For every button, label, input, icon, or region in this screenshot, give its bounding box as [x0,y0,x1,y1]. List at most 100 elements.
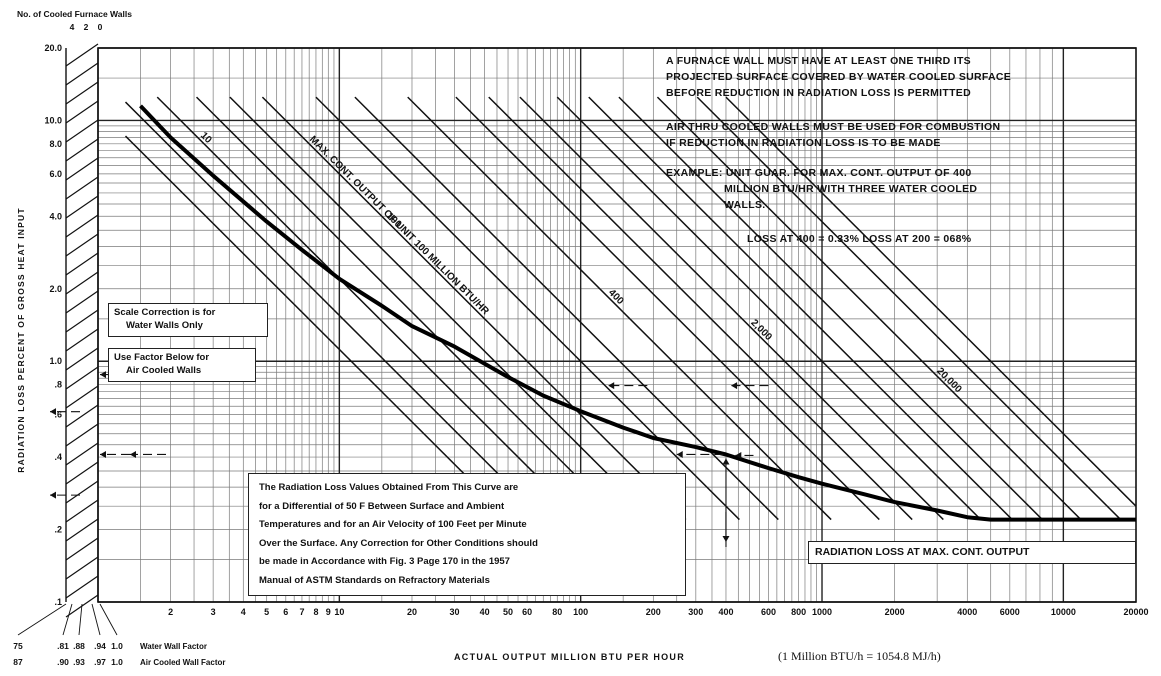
x-tick-label: 5 [264,607,269,617]
grid-major [97,47,1137,603]
use-factor-box: Use Factor Below for Air Cooled Walls [108,348,256,382]
y-tick-label: .1 [54,597,62,607]
y-tick-label: 6.0 [49,169,62,179]
x-tick-label: 80 [552,607,562,617]
furnace-walls-title: No. of Cooled Furnace Walls [17,9,132,19]
output-line [656,96,1082,521]
y-tick-label: 1.0 [49,356,62,366]
y-tick-label: 2.0 [49,284,62,294]
air-rule-line: AIR THRU COOLED WALLS MUST BE USED FOR C… [666,121,1001,133]
y-tick-labels: .1 .2 .4 .6 .8 1.0 2.0 4.0 6.0 8.0 10.0 20.0 [44,43,62,607]
x-tick-label: 4 [241,607,246,617]
furnace-rule-line: BEFORE REDUCTION IN RADIATION LOSS IS PE… [666,87,971,99]
y-axis-label: RADIATION LOSS PERCENT OF GROSS HEAT INP… [16,207,26,472]
output-line [696,96,1122,521]
radiation-loss-curve [139,104,1136,522]
unit-conversion-note: (1 Million BTU/h = 1054.8 MJ/h) [778,649,941,663]
conditions-line: The Radiation Loss Values Obtained From … [259,482,519,493]
hatch-mark [65,480,99,504]
factor-value: 1.0 [111,657,123,667]
output-line [315,96,740,521]
hatch-mark [65,81,99,105]
factor-value: 87 [13,657,23,667]
hatch-mark [65,138,99,162]
x-tick-label: 800 [791,607,806,617]
output-line [261,96,687,521]
conditions-box: The Radiation Loss Values Obtained From … [248,473,686,596]
conditions-line: for a Differential of 50 F Between Surfa… [259,500,505,512]
hatch-mark [65,252,99,276]
arrowhead [722,458,730,465]
output-line-label: 2,000 [748,317,774,343]
arrowhead [735,451,742,459]
furnace-walls-label-4: 4 [70,22,75,32]
x-tick-label: 10 [334,607,344,617]
x-tick-label: 2000 [885,607,905,617]
example-line: WALLS. [724,199,766,211]
main-curve-label-box: RADIATION LOSS AT MAX. CONT. OUTPUT [808,541,1136,564]
hatch-mark [65,176,99,200]
y-tick-label: 8.0 [49,139,62,149]
hatch-mark [65,461,99,485]
output-line [407,96,832,521]
hatch-mark [65,233,99,257]
hatch-mark [65,347,99,371]
x-tick-label: 1000 [812,607,832,617]
arrowhead [100,450,106,458]
conditions-line: Manual of ASTM Standards on Refractory M… [259,574,490,586]
output-line [124,135,511,521]
furnace-walls-label-0: 0 [98,22,103,32]
output-line [725,96,1137,507]
factor-leader [91,603,101,636]
air-rule-line: IF REDUCTION IN RADIATION LOSS IS TO BE … [666,137,941,149]
factor-value: 1.0 [111,641,123,651]
hatch-mark [65,157,99,181]
example-line: MILLION BTU/HR WITH THREE WATER COOLED [724,183,978,195]
arrowhead [731,382,738,390]
factor-value: .94 [94,641,106,651]
output-line [488,96,913,521]
hatch-mark [65,214,99,238]
hatch-mark [65,271,99,295]
factor-leader [99,603,118,636]
furnace-rule-line: PROJECTED SURFACE COVERED BY WATER COOLE… [666,71,1012,83]
factor-leader [17,603,67,636]
x-tick-label: 7 [299,607,304,617]
factor-value: .81 [57,641,69,651]
hatch-mark [65,100,99,124]
arrowhead [130,450,136,458]
x-tick-label: 100 [573,607,588,617]
x-tick-label: 3 [211,607,216,617]
hatch-mark [65,423,99,447]
scale-correction-line: Scale Correction is for [114,307,216,318]
plot-frame [97,47,1137,603]
example-note: EXAMPLE: UNIT GUAR. FOR MAX. CONT. OUTPU… [666,165,977,213]
hatch-mark [65,518,99,542]
output-series-label: MAX. CONT. OUTPUT OF UNIT 100 MILLION BT… [307,134,491,318]
x-tick-label: 200 [646,607,661,617]
output-line [618,96,1043,521]
main-curve [139,104,1136,522]
hatch-mark [65,385,99,409]
air-rule-note: AIR THRU COOLED WALLS MUST BE USED FOR C… [666,119,1000,151]
hatch-mark [65,309,99,333]
x-tick-label: 4000 [957,607,977,617]
arrowhead [50,491,56,499]
hatch-mark [65,556,99,580]
y-tick-label: .8 [54,380,62,390]
y-tick-label: .6 [54,410,62,420]
y-tick-label: .4 [54,452,62,462]
factor-leader [78,603,83,636]
furnace-rule-note: A FURNACE WALL MUST HAVE AT LEAST ONE TH… [666,53,1011,101]
conditions-line: Over the Surface. Any Correction for Oth… [259,537,538,549]
hatch-mark [65,537,99,561]
x-tick-label: 40 [480,607,490,617]
output-line [588,96,1013,521]
arrowhead [676,450,683,458]
use-factor-line: Use Factor Below for [114,352,210,363]
factor-scale-name: Air Cooled Wall Factor [140,658,226,667]
arrowhead [100,371,106,379]
factor-scale-name: Water Wall Factor [140,642,207,651]
wall-scale-hatching [65,43,99,618]
x-tick-label: 60 [522,607,532,617]
